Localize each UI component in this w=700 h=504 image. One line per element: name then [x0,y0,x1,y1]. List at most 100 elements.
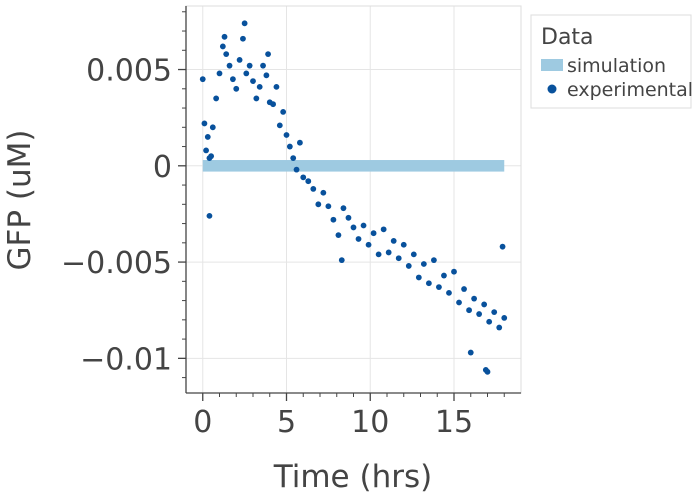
experimental-point [466,307,472,314]
experimental-point [276,122,283,129]
experimental-point [216,70,223,77]
experimental-point [486,318,493,325]
experimental-point [330,216,337,223]
experimental-point [350,224,357,231]
experimental-point [345,214,352,221]
experimental-point [380,226,387,233]
x-tick-label: 10 [351,405,389,440]
experimental-point [365,241,372,248]
grid [186,6,521,393]
legend: Data simulation experimental [530,14,693,109]
experimental-point [273,83,280,90]
y-tick-label: −0.005 [61,246,172,281]
experimental-point [451,268,457,275]
experimental-point [405,263,412,269]
axes [185,6,521,394]
experimental-point [385,249,392,256]
axis-ticks: 0 5 10 15 0.005 0 −0.005 −0.01 [61,11,505,440]
experimental-point [325,203,332,210]
experimental-point [355,236,362,242]
experimental-point [209,124,216,131]
experimental-point [293,166,300,173]
experimental-point [431,257,437,264]
experimental-point [203,147,210,154]
experimental-point [290,155,297,162]
experimental-point [501,315,508,321]
experimental-point [256,83,263,90]
experimental-point [241,20,248,27]
experimental-point [236,57,243,63]
x-axis-title: Time (hrs) [273,459,432,495]
experimental-point [297,139,303,146]
y-tick-label: 0 [153,150,172,185]
experimental-point [415,274,422,281]
legend-experimental-marker [547,84,557,94]
experimental-point [240,35,246,42]
y-tick-label: −0.01 [80,342,172,377]
experimental-point [305,178,312,185]
experimental-point [456,299,462,306]
experimental-point [204,134,211,140]
experimental-point [338,257,345,264]
experimental-point [446,289,452,296]
experimental-point [390,237,397,244]
experimental-point [221,33,228,40]
y-tick-label: 0.005 [86,54,172,89]
experimental-point [260,62,266,69]
experimental-point [201,120,208,127]
experimental-point [425,280,432,287]
experimental-point [263,72,270,79]
experimental-series [199,20,508,375]
experimental-point [476,311,483,317]
experimental-point [484,368,491,375]
experimental-point [300,174,307,181]
experimental-point [491,309,498,316]
experimental-point [375,251,382,258]
experimental-point [496,324,503,331]
simulation-series [202,160,505,172]
experimental-point [441,272,447,279]
experimental-point [420,261,427,267]
legend-simulation-swatch [541,59,563,71]
experimental-point [230,76,236,83]
experimental-point [400,241,407,248]
experimental-point [243,70,250,77]
experimental-point [199,76,206,83]
plot-frame [185,5,522,394]
experimental-point [499,243,506,250]
legend-label-experimental: experimental [567,79,693,101]
experimental-point [206,155,213,162]
legend-title: Data [541,25,594,50]
experimental-point [286,143,293,150]
experimental-point [233,85,240,92]
experimental-point [270,101,276,108]
experimental-point [226,62,233,69]
experimental-point [320,189,327,196]
experimental-point [360,222,367,229]
experimental-point [436,284,442,291]
experimental-point [340,205,347,212]
experimental-point [310,186,317,192]
experimental-point [335,232,342,239]
experimental-point [410,251,417,258]
experimental-point [250,78,256,84]
experimental-point [223,51,230,58]
legend-label-simulation: simulation [567,55,666,77]
experimental-point [370,230,377,237]
experimental-point [206,212,213,219]
experimental-point [280,108,287,115]
experimental-point [219,43,226,50]
experimental-point [265,51,271,58]
x-tick-label: 0 [193,405,212,440]
x-tick-label: 15 [435,405,473,440]
experimental-point [471,295,477,302]
x-tick-label: 5 [277,405,296,440]
y-axis-title: GFP (uM) [2,130,38,271]
experimental-point [213,95,220,102]
simulation-band [202,160,505,172]
experimental-point [246,62,253,69]
experimental-point [395,255,402,262]
experimental-point [283,132,290,138]
